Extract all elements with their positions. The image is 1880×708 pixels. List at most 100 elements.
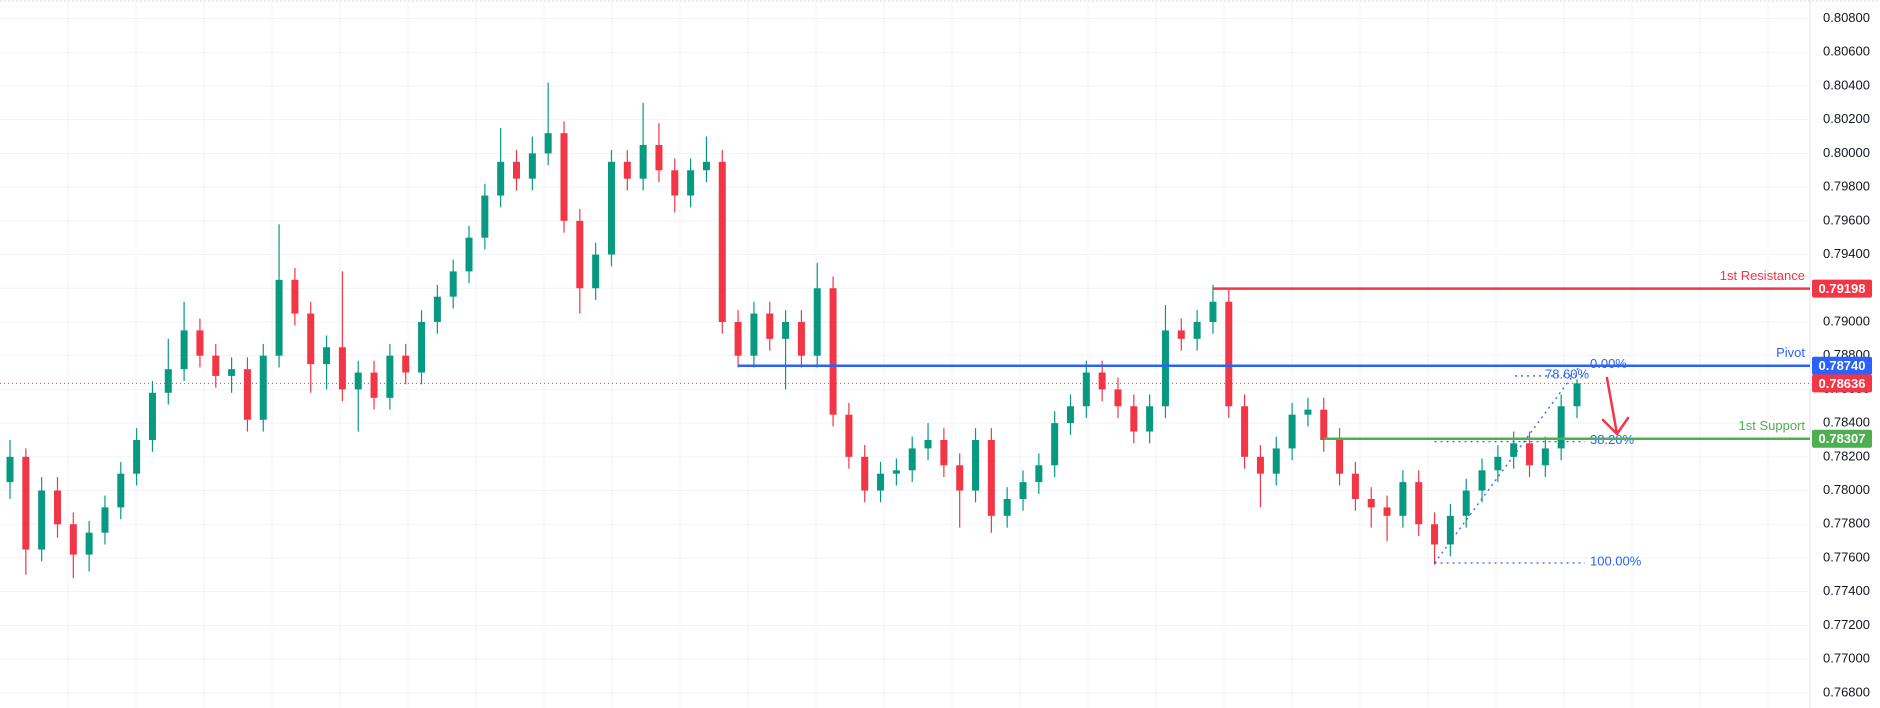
candle-body (1304, 409, 1312, 415)
current-price-label: 0.78636 (1819, 376, 1866, 391)
candle-body (1288, 414, 1296, 449)
candle-body (243, 369, 251, 420)
level-price-box (1812, 429, 1872, 448)
candle-body (1193, 321, 1201, 339)
candle-body (338, 347, 346, 390)
candle-body (1478, 470, 1486, 491)
candle-body (592, 254, 600, 289)
candle-body (418, 321, 426, 373)
candle-body (829, 288, 837, 415)
candle-body (497, 161, 505, 196)
candle-body (513, 161, 521, 179)
candle-body (1051, 423, 1059, 466)
candle-body (1130, 406, 1138, 432)
candle-body (861, 456, 869, 491)
candle-body (1351, 473, 1359, 499)
vertical-grid (67, 0, 1769, 708)
candle-body (196, 330, 204, 356)
candle-body (228, 369, 236, 376)
candle-body (1066, 406, 1074, 424)
candle-body (655, 144, 663, 171)
candle-body (560, 133, 568, 221)
candle-body (38, 490, 46, 550)
y-tick-label: 0.76800 (1823, 684, 1870, 699)
candle-body (101, 507, 109, 533)
candle-body (639, 144, 647, 179)
candle-body (433, 296, 441, 322)
candle-body (1114, 389, 1122, 407)
candle-body (718, 161, 726, 322)
y-tick-label: 0.79600 (1823, 212, 1870, 227)
candle-body (133, 439, 141, 474)
candle-body (1541, 448, 1549, 466)
candle-body (1019, 482, 1027, 499)
y-tick-label: 0.77800 (1823, 516, 1870, 531)
candle-body (386, 355, 394, 398)
candle-body (164, 369, 172, 393)
candle-body (782, 321, 790, 339)
candle-body (576, 220, 584, 289)
y-tick-label: 0.77600 (1823, 549, 1870, 564)
candle-body (607, 161, 615, 255)
candle-body (1146, 406, 1154, 432)
candle-body (750, 313, 758, 356)
candle-body (291, 279, 299, 314)
y-tick-label: 0.80000 (1823, 145, 1870, 160)
candle-body (987, 439, 995, 516)
candle-body (449, 271, 457, 297)
candle-body (354, 372, 362, 390)
y-tick-label: 0.79000 (1823, 313, 1870, 328)
candle-body (1557, 406, 1565, 449)
candle-body (370, 372, 378, 398)
candle-body (528, 153, 536, 179)
candle-body (1225, 301, 1233, 407)
y-tick-label: 0.77000 (1823, 651, 1870, 666)
candle-body (323, 347, 331, 365)
candle-body (972, 439, 980, 491)
candle-body (671, 170, 679, 196)
candle-body (940, 439, 948, 466)
candle-body (85, 532, 93, 555)
fib-label: 78.60% (1545, 366, 1590, 381)
candle-body (1399, 482, 1407, 516)
candle-body (6, 456, 14, 483)
candle-body (1415, 482, 1423, 525)
level-name: 1st Resistance (1720, 268, 1805, 283)
candle-body (924, 439, 932, 449)
candle-body (1098, 372, 1106, 390)
candle-body (813, 288, 821, 356)
y-tick-label: 0.80600 (1823, 44, 1870, 59)
candle-body (1003, 498, 1011, 516)
candle-body (687, 170, 695, 196)
y-tick-label: 0.77400 (1823, 583, 1870, 598)
candle-body (307, 313, 315, 365)
candle-body (69, 524, 77, 555)
level-name: Pivot (1776, 345, 1805, 360)
candle-body (53, 490, 61, 525)
candle-body (1462, 490, 1470, 516)
candle-body (892, 470, 900, 474)
candle-body (845, 414, 853, 457)
candle-body (1209, 301, 1217, 322)
y-tick-label: 0.78000 (1823, 482, 1870, 497)
fib-trend (1434, 365, 1581, 564)
candle-body (1573, 383, 1581, 407)
y-tick-label: 0.80200 (1823, 111, 1870, 126)
candle-body (481, 195, 489, 238)
candle-body (1320, 409, 1328, 440)
candle-body (1383, 507, 1391, 516)
candle-body (1256, 456, 1264, 474)
level-price: 0.79198 (1819, 281, 1866, 296)
candle-body (180, 330, 188, 370)
candle-body (1367, 498, 1375, 508)
candle-body (766, 313, 774, 339)
candle-body (259, 355, 267, 420)
y-tick-label: 0.80800 (1823, 10, 1870, 25)
candle-body (212, 355, 220, 376)
candle-body (1431, 524, 1439, 545)
candle-body (22, 456, 30, 550)
fib-label: 0.00% (1590, 356, 1627, 371)
candle-body (465, 237, 473, 272)
candle-body (275, 279, 283, 356)
